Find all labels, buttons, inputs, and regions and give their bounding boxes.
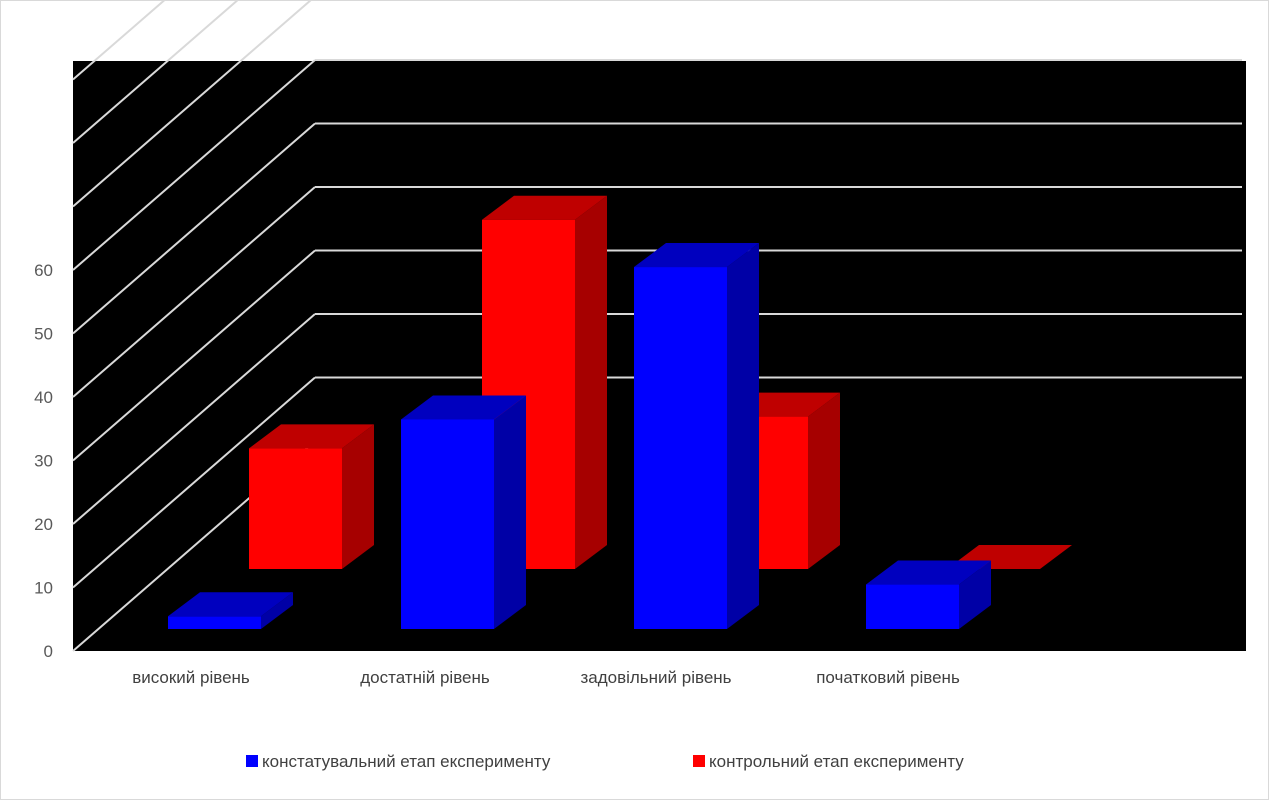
series2-bar [249, 448, 342, 569]
series2-bar-side [808, 392, 840, 569]
series1-bar-side [261, 592, 293, 629]
x-category-label: високий рівень [132, 668, 250, 687]
y-tick-label: 10 [34, 579, 53, 598]
legend-label: контрольний етап експерименту [709, 752, 964, 771]
series2-bar-top [482, 195, 607, 220]
series1-bar-top [401, 395, 526, 420]
y-tick-label: 50 [34, 325, 53, 344]
y-tick-label: 20 [34, 515, 53, 534]
side-gridline [72, 1, 312, 208]
series2-bar-side [342, 424, 374, 569]
legend-swatch [246, 755, 258, 767]
series1-bar-side [494, 395, 526, 629]
series1-bar [401, 419, 494, 629]
side-gridline [72, 59, 316, 271]
x-category-label: достатній рівень [360, 668, 490, 687]
series1-bar [634, 267, 727, 629]
series2-bar-side [575, 195, 607, 569]
series1-bar [168, 616, 261, 629]
y-tick-label: 30 [34, 452, 53, 471]
series2-bar-top [249, 424, 374, 449]
side-gridline [72, 249, 316, 462]
series1-bar-side [959, 560, 991, 629]
x-category-label: початковий рівень [816, 668, 960, 687]
series1-bar-top [168, 592, 293, 617]
side-gridline [72, 1, 239, 144]
series1-bar-top [634, 243, 759, 268]
legend-label: констатувальний етап експерименту [262, 752, 551, 771]
y-tick-label: 0 [44, 642, 53, 661]
side-gridline [72, 376, 316, 589]
x-category-label: задовільний рівень [580, 668, 731, 687]
legend-swatch [693, 755, 705, 767]
series1-bar-side [727, 243, 759, 630]
side-gridline [72, 1, 165, 81]
side-gridline [72, 186, 316, 398]
side-gridline [72, 313, 316, 525]
y-tick-label: 40 [34, 388, 53, 407]
series1-bar [866, 584, 959, 629]
side-gridline [72, 122, 316, 335]
y-tick-label: 60 [34, 261, 53, 280]
series1-bar-top [866, 560, 991, 585]
